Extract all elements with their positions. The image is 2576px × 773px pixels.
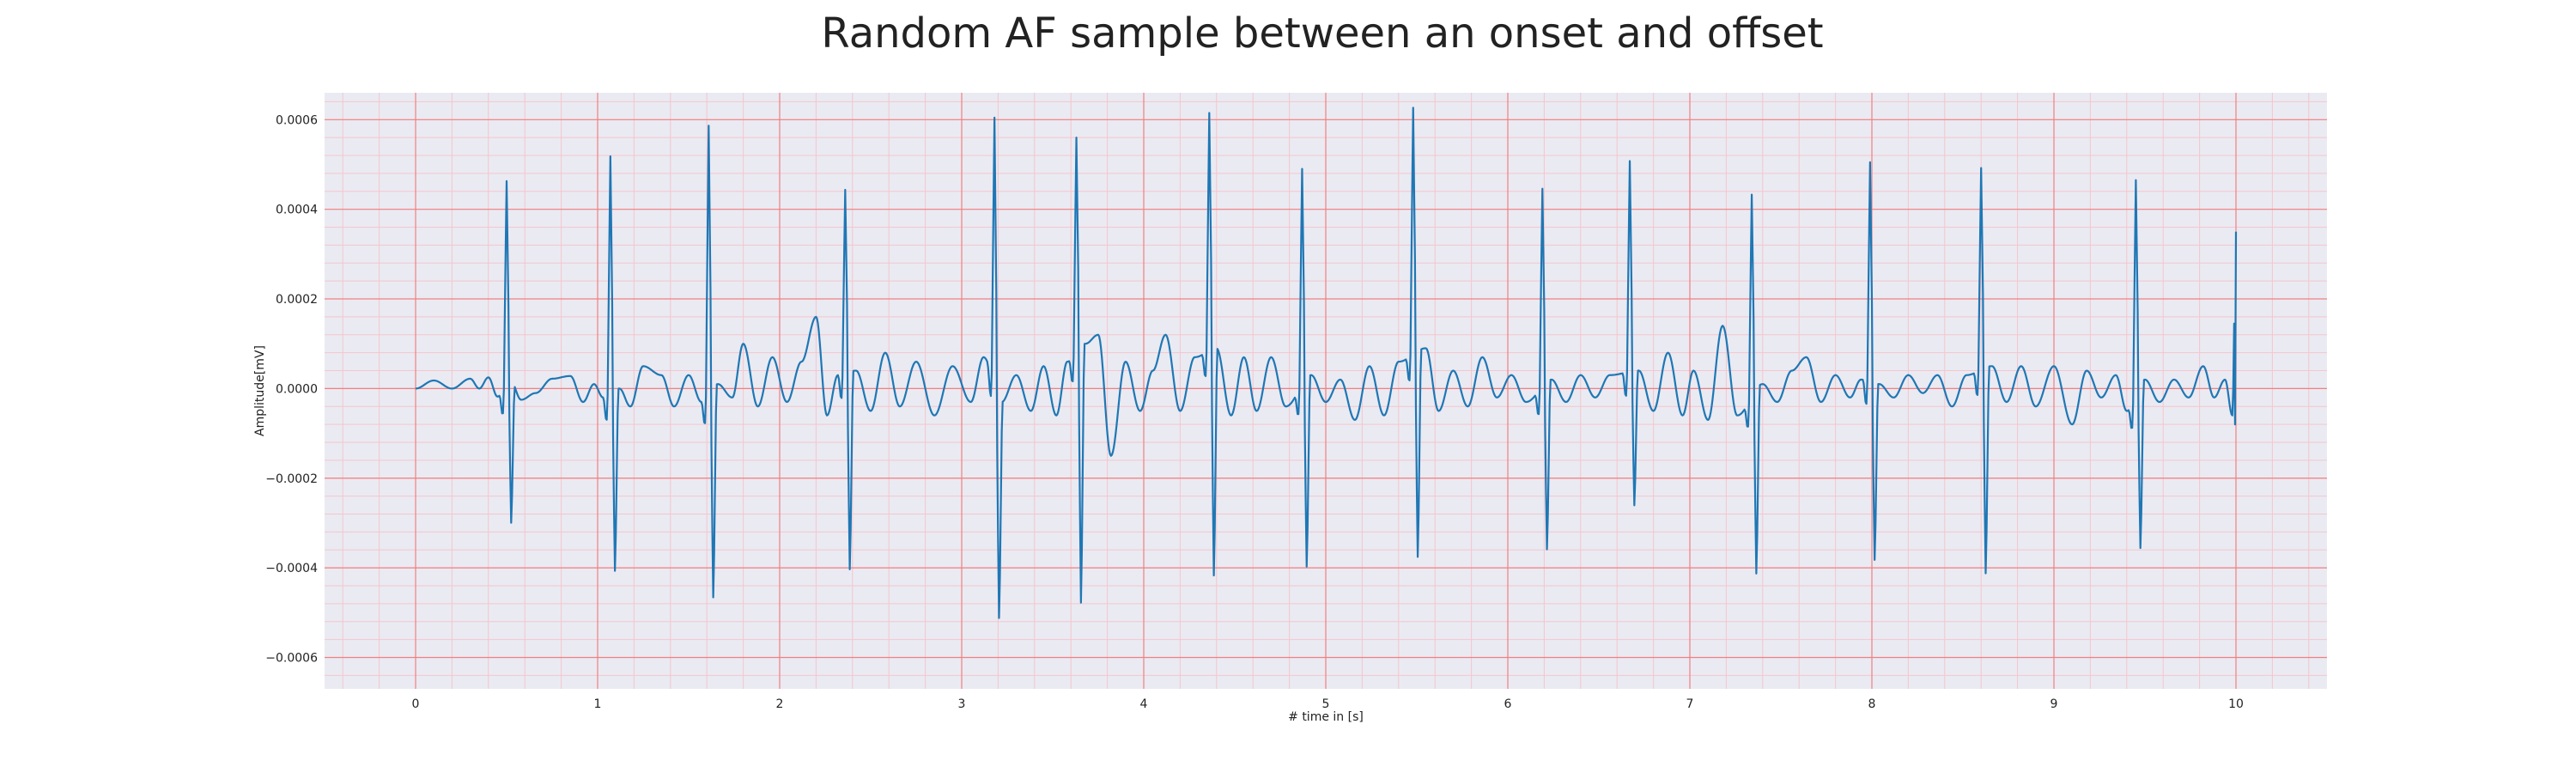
x-tick-label: 3: [958, 697, 966, 711]
x-tick-label: 0: [412, 697, 420, 711]
x-tick-label: 5: [1322, 697, 1330, 711]
signal-line: [415, 107, 2238, 619]
x-tick-label: 6: [1504, 697, 1512, 711]
y-tick-label: 0.0000: [276, 382, 318, 396]
x-tick-label: 1: [594, 697, 602, 711]
y-tick-label: −0.0004: [265, 562, 318, 575]
y-tick-label: 0.0002: [276, 293, 318, 307]
y-tick-label: −0.0002: [265, 472, 318, 486]
x-tick-label: 2: [776, 697, 784, 711]
y-tick-label: 0.0006: [276, 113, 318, 127]
y-axis-label: Amplitude[mV]: [253, 345, 267, 436]
y-tick-label: −0.0006: [265, 651, 318, 665]
x-tick-label: 7: [1686, 697, 1694, 711]
y-tick-label: 0.0004: [276, 204, 318, 217]
chart-title: Random AF sample between an onset and of…: [821, 9, 1823, 58]
x-tick-label: 4: [1140, 697, 1148, 711]
x-tick-label: 10: [2228, 697, 2244, 711]
x-tick-label: 9: [2050, 697, 2058, 711]
x-tick-label: 8: [1868, 697, 1876, 711]
x-axis-label: # time in [s]: [1288, 710, 1364, 724]
